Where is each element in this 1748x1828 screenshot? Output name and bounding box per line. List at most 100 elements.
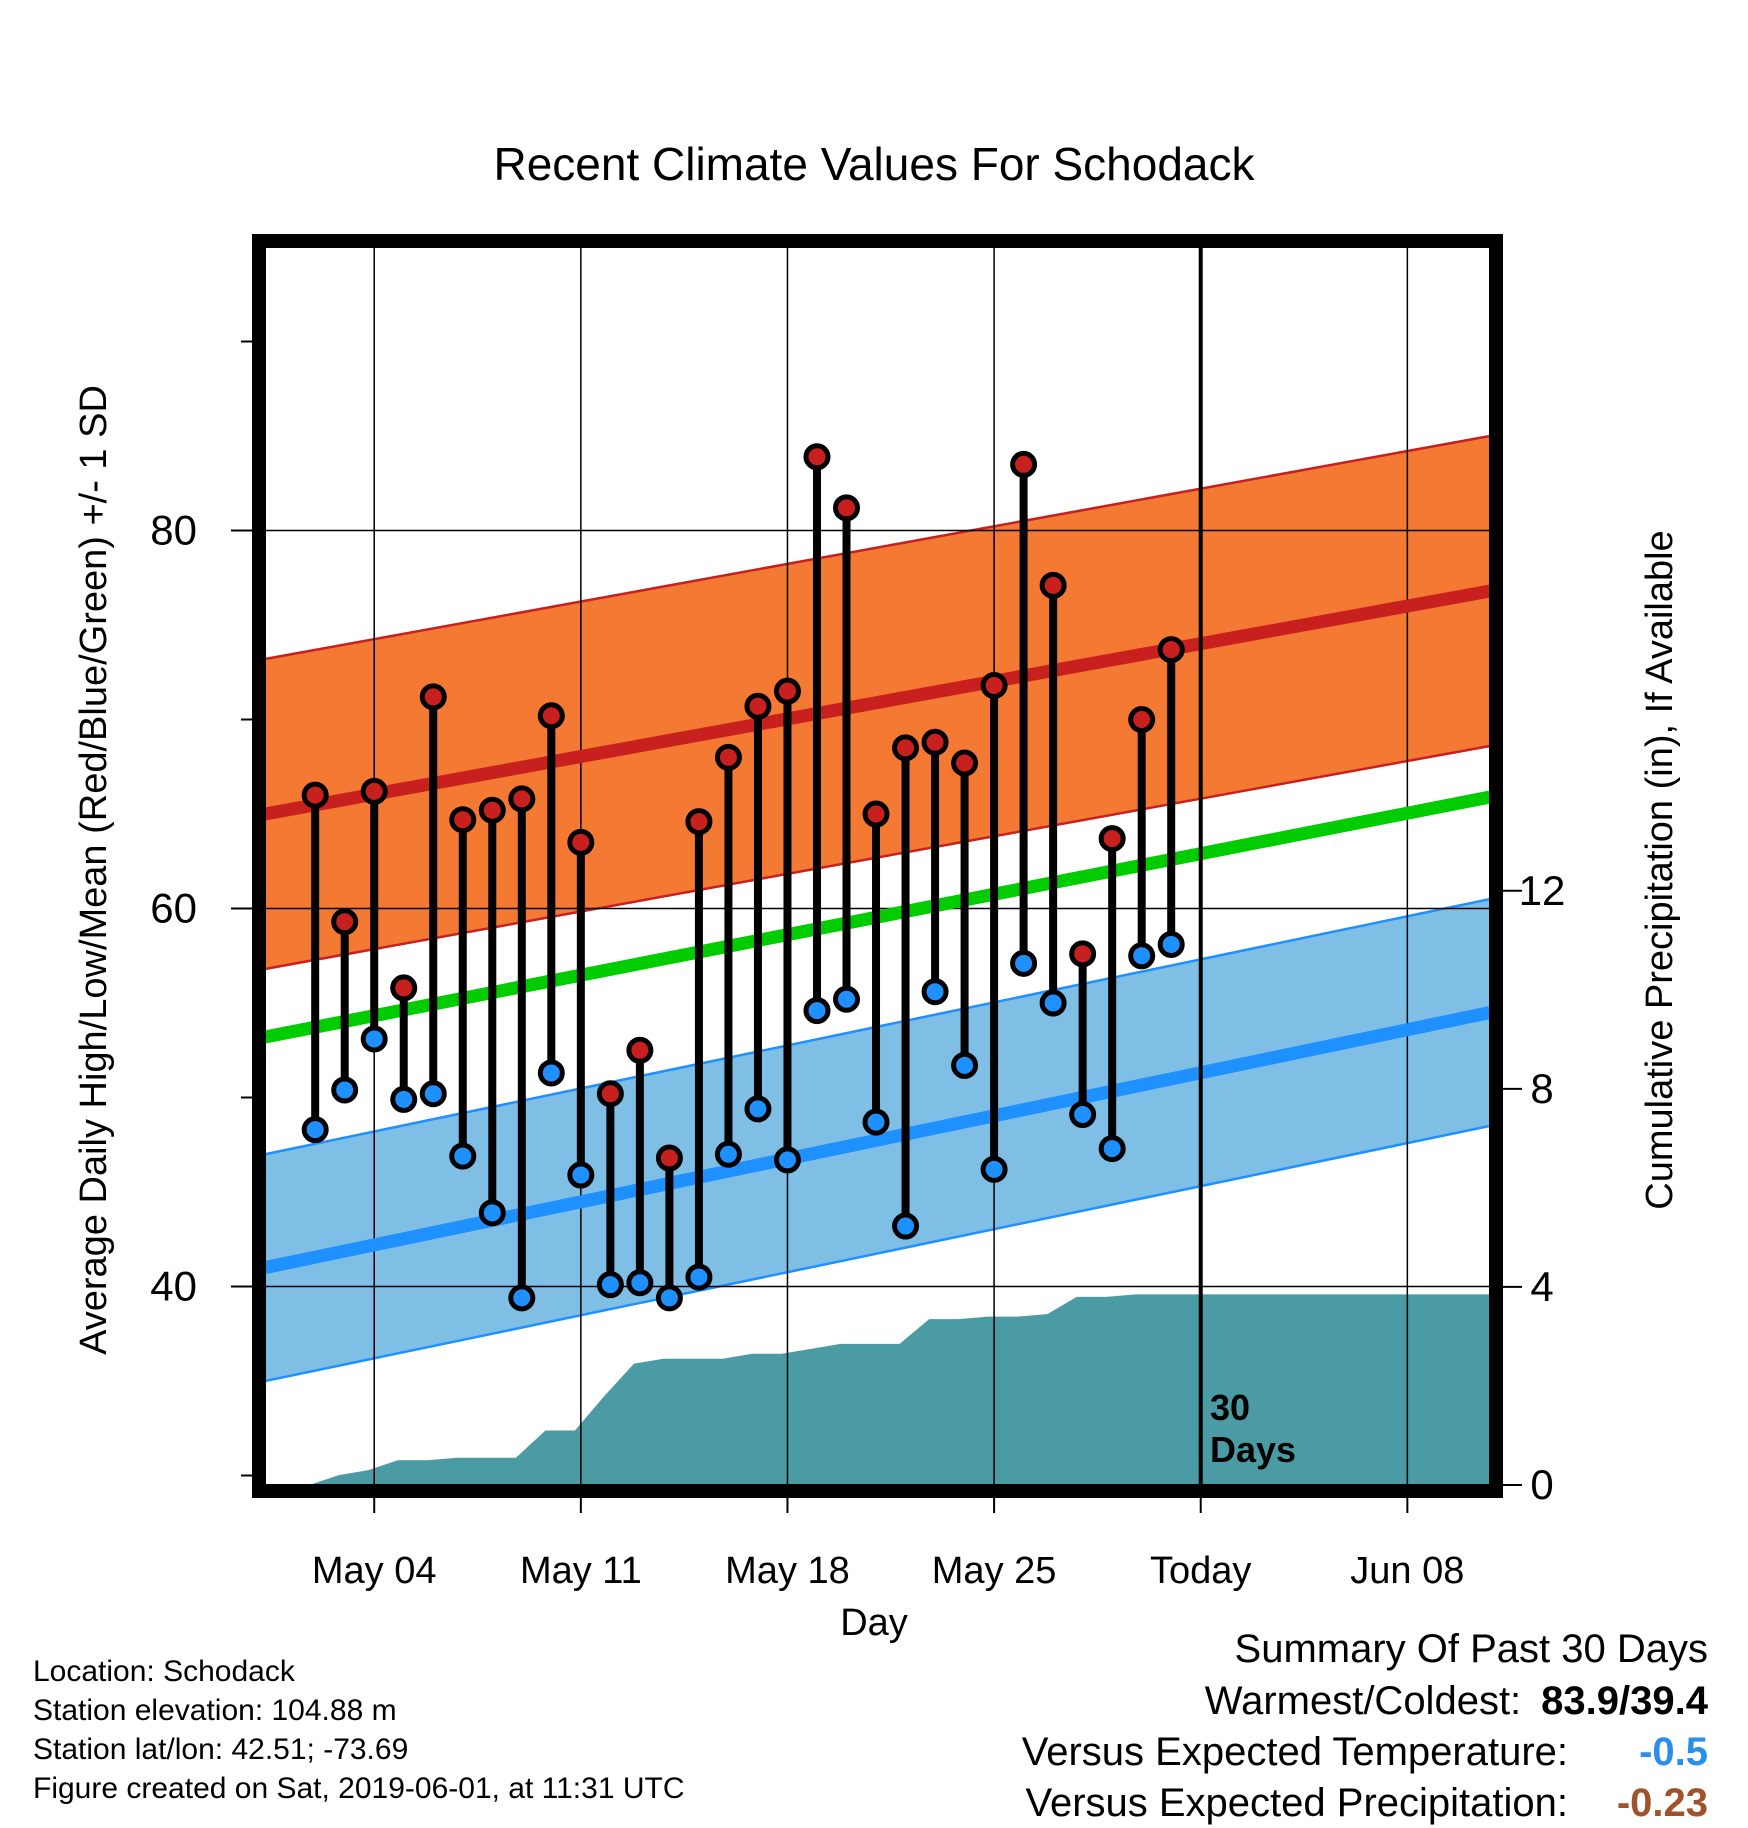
low-point-26 xyxy=(1069,1101,1097,1129)
warm-cold-label: Warmest/Coldest: xyxy=(1204,1679,1522,1723)
daily-range-bars xyxy=(311,456,1176,1298)
low-point-14 xyxy=(714,1140,742,1168)
low-point-2 xyxy=(360,1025,388,1053)
precip-label: Versus Expected Precipitation: xyxy=(1025,1781,1568,1825)
today-days-label-number: 30 xyxy=(1210,1387,1250,1428)
low-point-25 xyxy=(1039,989,1067,1017)
low-point-18 xyxy=(833,985,861,1013)
high-point-15 xyxy=(744,692,772,720)
x-tick-label-2: May 18 xyxy=(725,1550,850,1592)
normal-high-line xyxy=(263,584,1492,821)
high-point-27 xyxy=(1098,825,1126,853)
high-point-22 xyxy=(951,749,979,777)
low-point-19 xyxy=(862,1108,890,1136)
low-point-0 xyxy=(301,1116,329,1144)
high-point-29 xyxy=(1157,636,1185,664)
high-point-7 xyxy=(508,785,536,813)
high-point-17 xyxy=(803,443,831,471)
high-point-24 xyxy=(1010,450,1038,478)
y-right-tick-label-0: 0 xyxy=(1530,1461,1553,1508)
normal-high-band-upper-edge xyxy=(264,434,1491,661)
high-point-3 xyxy=(390,974,418,1002)
y-left-tick-label-2: 80 xyxy=(150,507,197,554)
x-tick-label-5: Jun 08 xyxy=(1350,1550,1464,1592)
high-point-0 xyxy=(301,781,329,809)
low-point-20 xyxy=(892,1212,920,1240)
low-point-21 xyxy=(921,978,949,1006)
precip-value: -0.23 xyxy=(1616,1781,1708,1825)
high-point-16 xyxy=(773,677,801,705)
today-days-label-unit: Days xyxy=(1210,1429,1296,1470)
normal-low-band-lower-edge xyxy=(264,1124,1491,1383)
high-point-23 xyxy=(980,671,1008,699)
low-point-22 xyxy=(951,1051,979,1079)
axes: May 04 May 11 May 18 May 25 Today Jun 0840608… xyxy=(150,340,1566,1592)
high-point-5 xyxy=(449,806,477,834)
low-point-11 xyxy=(626,1269,654,1297)
high-point-13 xyxy=(685,808,713,836)
y-axis-left-label: Average Daily High/Low/Mean (Red/Blue/Gr… xyxy=(73,385,115,1355)
high-point-28 xyxy=(1128,706,1156,734)
low-point-9 xyxy=(567,1161,595,1189)
high-point-25 xyxy=(1039,571,1067,599)
low-point-15 xyxy=(744,1095,772,1123)
high-point-1 xyxy=(331,908,359,936)
low-point-17 xyxy=(803,997,831,1025)
chart-title: Recent Climate Values For Schodack xyxy=(493,138,1255,190)
high-point-9 xyxy=(567,828,595,856)
y-right-tick-label-1: 4 xyxy=(1530,1263,1553,1310)
summary-temp: Versus Expected Temperature: -0.5 xyxy=(1022,1730,1708,1775)
low-point-10 xyxy=(596,1271,624,1299)
info-latlon: Station lat/lon: 42.51; -73.69 xyxy=(33,1733,409,1766)
precipitation-area xyxy=(279,1294,1490,1485)
info-created: Figure created on Sat, 2019-06-01, at 11… xyxy=(33,1772,685,1805)
high-point-11 xyxy=(626,1036,654,1064)
high-point-10 xyxy=(596,1080,624,1108)
high-point-26 xyxy=(1069,940,1097,968)
high-point-4 xyxy=(419,683,447,711)
high-point-19 xyxy=(862,800,890,828)
warm-cold-value: 83.9/39.4 xyxy=(1541,1679,1708,1723)
high-point-21 xyxy=(921,728,949,756)
low-point-1 xyxy=(331,1076,359,1104)
plot-frame xyxy=(252,234,1503,1498)
precip-area-path xyxy=(279,1294,1490,1485)
low-point-5 xyxy=(449,1142,477,1170)
low-point-27 xyxy=(1098,1135,1126,1163)
low-point-6 xyxy=(478,1199,506,1227)
x-axis-label: Day xyxy=(840,1602,908,1644)
plot-border xyxy=(252,234,1503,1498)
high-point-18 xyxy=(833,494,861,522)
low-point-28 xyxy=(1128,942,1156,970)
low-point-4 xyxy=(419,1080,447,1108)
low-point-3 xyxy=(390,1085,418,1113)
x-tick-label-1: May 11 xyxy=(520,1550,642,1592)
low-point-23 xyxy=(980,1155,1008,1183)
low-point-8 xyxy=(537,1059,565,1087)
normal-low-line xyxy=(263,1006,1492,1275)
high-point-12 xyxy=(655,1144,683,1172)
high-point-14 xyxy=(714,743,742,771)
y-left-tick-label-1: 60 xyxy=(150,885,197,932)
y-right-tick-label-2: 8 xyxy=(1530,1065,1553,1112)
temp-label: Versus Expected Temperature: xyxy=(1021,1730,1568,1774)
temp-value: -0.5 xyxy=(1639,1730,1708,1774)
y-right-tick-label-3: 12 xyxy=(1519,867,1566,914)
x-tick-label-3: May 25 xyxy=(932,1550,1057,1592)
x-tick-label-4: Today xyxy=(1150,1550,1251,1592)
x-tick-label-0: May 04 xyxy=(312,1550,437,1592)
low-point-24 xyxy=(1010,949,1038,977)
summary-title: Summary Of Past 30 Days xyxy=(1234,1627,1708,1671)
info-elevation: Station elevation: 104.88 m xyxy=(33,1694,397,1727)
y-axis-right-label: Cumulative Precipitation (in), If Availa… xyxy=(1639,530,1681,1209)
summary-precip: Versus Expected Precipitation: -0.23 xyxy=(1025,1781,1708,1826)
low-point-12 xyxy=(655,1284,683,1312)
y-left-tick-label-0: 40 xyxy=(150,1263,197,1310)
high-point-8 xyxy=(537,702,565,730)
high-point-2 xyxy=(360,777,388,805)
daily-points xyxy=(301,443,1185,1312)
low-point-16 xyxy=(773,1146,801,1174)
info-location: Location: Schodack xyxy=(33,1655,295,1688)
high-point-20 xyxy=(892,734,920,762)
